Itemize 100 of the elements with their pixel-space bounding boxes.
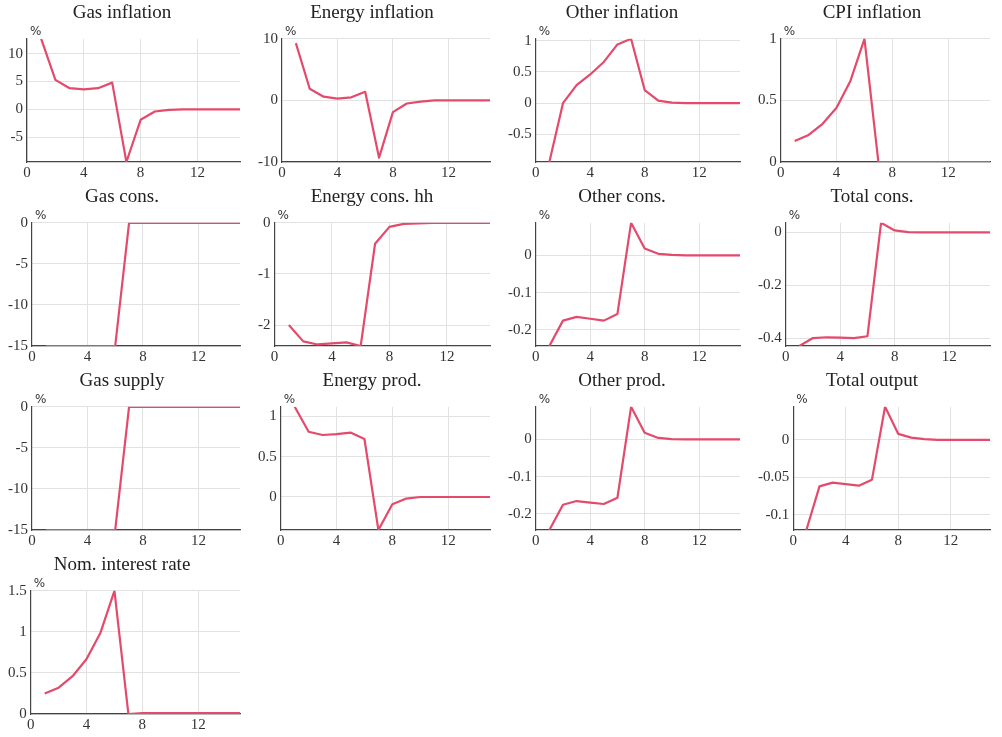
chart-title: Energy cons. hh [310, 185, 434, 207]
x-tick-label: 8 [888, 163, 897, 180]
x-tick-label: 12 [189, 163, 205, 180]
y-axis-title: % [538, 207, 551, 222]
chart-title: Other cons. [578, 185, 666, 207]
y-tick-label: 0 [524, 246, 532, 263]
chart-title: Gas supply [79, 369, 165, 391]
y-tick-label: -10 [8, 295, 28, 312]
x-tick-label: 8 [136, 163, 145, 180]
y-axis-title: % [285, 23, 297, 38]
x-tick-label: 8 [640, 163, 649, 180]
y-tick-label: -1 [258, 264, 271, 281]
y-tick-label: 5 [15, 72, 23, 89]
y-tick-label: -5 [15, 254, 28, 271]
y-tick-label: -10 [258, 152, 278, 169]
y-tick-label: -10 [8, 479, 28, 496]
x-tick-label: 4 [586, 347, 595, 364]
y-tick-label: 0 [769, 152, 777, 169]
y-tick-label: 0 [781, 430, 790, 447]
y-tick-label: 10 [263, 29, 278, 46]
x-tick-label: 4 [333, 163, 342, 180]
x-tick-label: 12 [190, 531, 206, 548]
x-tick-label: 12 [440, 163, 456, 180]
x-tick-label: 8 [894, 531, 902, 548]
y-axis-title: % [538, 391, 551, 406]
y-tick-label: 0 [20, 213, 28, 230]
chart-title: Total output [825, 369, 919, 391]
y-tick-label: -0.5 [508, 125, 532, 142]
y-tick-label: -5 [10, 127, 23, 144]
x-tick-label: 4 [80, 163, 89, 180]
y-tick-label: 0.5 [258, 447, 277, 464]
y-axis-title: % [35, 207, 47, 222]
x-tick-label: 8 [389, 163, 397, 180]
x-tick-label: 8 [139, 531, 147, 548]
chart-title: Other prod. [578, 369, 666, 391]
y-axis-title: % [788, 207, 801, 222]
y-tick-label: -0.2 [758, 276, 782, 293]
y-tick-label: 0 [20, 397, 28, 414]
y-tick-label: 1 [769, 29, 777, 46]
x-tick-label: 4 [586, 163, 595, 180]
x-tick-label: 8 [139, 347, 147, 364]
y-tick-label: -15 [8, 336, 28, 353]
x-tick-label: 12 [439, 347, 455, 364]
y-tick-label: -0.05 [758, 468, 790, 485]
y-tick-label: 0 [263, 213, 271, 230]
y-tick-label: 0 [524, 94, 532, 111]
y-tick-label: 1 [524, 31, 532, 48]
y-axis-title: % [277, 207, 289, 222]
x-tick-label: 8 [640, 531, 649, 548]
y-tick-label: -0.1 [508, 467, 532, 484]
chart-title: Energy prod. [322, 369, 422, 391]
y-tick-label: 1.5 [8, 581, 27, 598]
x-tick-label: 8 [385, 347, 394, 364]
y-axis-title: % [538, 23, 551, 38]
x-tick-label: 4 [83, 347, 92, 364]
y-axis-title: % [30, 23, 42, 38]
y-tick-label: 0.5 [8, 663, 27, 680]
x-tick-label: 4 [841, 531, 850, 548]
y-axis-title: % [283, 391, 296, 406]
y-axis-title: % [35, 391, 47, 406]
y-tick-label: -0.1 [765, 505, 790, 522]
x-tick-label: 4 [83, 531, 92, 548]
y-tick-label: -0.1 [508, 283, 532, 300]
y-tick-label: -0.2 [508, 504, 532, 521]
x-tick-label: 12 [691, 531, 707, 548]
y-axis-title: % [33, 575, 46, 590]
x-tick-label: 8 [640, 347, 649, 364]
y-tick-label: 0 [774, 223, 782, 240]
chart-title: Energy inflation [310, 1, 435, 23]
chart-title: Total cons. [830, 185, 914, 207]
y-tick-label: -0.2 [508, 320, 532, 337]
chart-title: Gas cons. [85, 185, 159, 207]
y-tick-label: -2 [258, 315, 271, 332]
y-tick-label: 1 [269, 407, 277, 424]
chart-title: Gas inflation [72, 1, 172, 23]
y-tick-label: 1 [19, 622, 27, 639]
chart-title: Nom. interest rate [53, 553, 191, 575]
y-axis-title: % [783, 23, 796, 38]
chart-title: CPI inflation [822, 1, 922, 23]
x-tick-label: 12 [691, 347, 707, 364]
y-tick-label: 0 [269, 487, 277, 504]
x-tick-label: 12 [691, 163, 707, 180]
y-tick-label: 0 [270, 91, 278, 108]
y-axis-title: % [796, 391, 808, 406]
x-tick-label: 12 [941, 347, 957, 364]
x-tick-label: 4 [332, 531, 341, 548]
x-tick-label: 4 [836, 347, 845, 364]
y-tick-label: 0.5 [513, 62, 532, 79]
x-tick-label: 12 [940, 163, 956, 180]
x-tick-label: 4 [586, 531, 595, 548]
chart-title: Other inflation [565, 1, 679, 23]
x-tick-label: 8 [138, 715, 147, 732]
y-tick-label: -0.4 [758, 329, 783, 346]
y-tick-label: -5 [15, 438, 28, 455]
x-tick-label: 12 [440, 531, 456, 548]
x-tick-label: 8 [388, 531, 397, 548]
y-tick-label: 0 [19, 704, 27, 721]
x-tick-label: 8 [890, 347, 899, 364]
x-tick-label: 4 [328, 347, 337, 364]
x-tick-label: 12 [943, 531, 959, 548]
